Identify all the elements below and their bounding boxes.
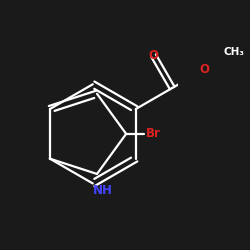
Text: O: O <box>149 49 159 62</box>
Text: CH₃: CH₃ <box>224 47 245 57</box>
Text: NH: NH <box>92 184 112 197</box>
Text: Br: Br <box>146 127 161 140</box>
Text: O: O <box>200 63 209 76</box>
